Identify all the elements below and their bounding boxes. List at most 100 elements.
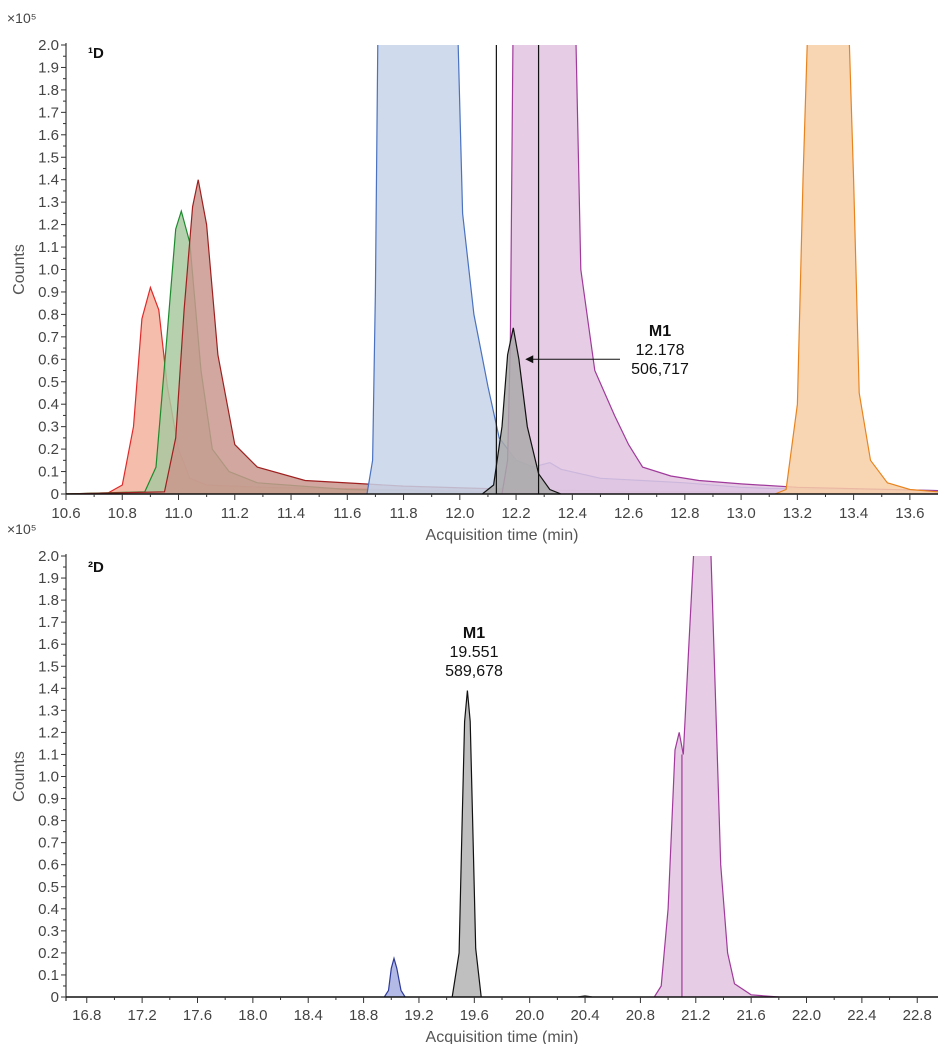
y-tick-label: 1.5 bbox=[38, 149, 59, 166]
x-axis-label: Acquisition time (min) bbox=[426, 1029, 579, 1044]
x-tick-label: 19.2 bbox=[404, 1007, 433, 1024]
x-tick-label: 22.0 bbox=[792, 1007, 821, 1024]
x-tick-label: 22.4 bbox=[847, 1007, 876, 1024]
x-tick-label: 21.2 bbox=[681, 1007, 710, 1024]
x-tick-label: 12.6 bbox=[614, 505, 643, 522]
series-3-area bbox=[654, 556, 779, 997]
annotation-name: M1 bbox=[463, 625, 485, 642]
y-tick-label: 1.7 bbox=[38, 104, 59, 121]
x-tick-label: 17.2 bbox=[128, 1007, 157, 1024]
y-tick-label: 0.3 bbox=[38, 419, 59, 436]
y-tick-label: 0.4 bbox=[38, 901, 59, 918]
x-tick-label: 20.8 bbox=[626, 1007, 655, 1024]
series-5-line bbox=[501, 45, 938, 494]
x-tick-label: 13.4 bbox=[839, 505, 868, 522]
y-tick-label: 1.5 bbox=[38, 658, 59, 675]
x-tick-label: 18.0 bbox=[238, 1007, 267, 1024]
y-tick-label: 0.1 bbox=[38, 967, 59, 984]
y-tick-label: 1.3 bbox=[38, 702, 59, 719]
x-tick-label: 19.6 bbox=[460, 1007, 489, 1024]
plot-area bbox=[66, 45, 938, 494]
series-3-line bbox=[653, 556, 779, 997]
x-tick-label: 17.6 bbox=[183, 1007, 212, 1024]
panel-label: ²D bbox=[88, 559, 104, 576]
series-2-line bbox=[451, 690, 482, 997]
y-tick-label: 0.4 bbox=[38, 396, 59, 413]
x-tick-label: 21.6 bbox=[737, 1007, 766, 1024]
y-tick-label: 1.2 bbox=[38, 217, 59, 234]
y-tick-label: 1.8 bbox=[38, 82, 59, 99]
series-6-line bbox=[774, 45, 938, 494]
series-6-area bbox=[774, 45, 938, 494]
y-tick-label: 0.8 bbox=[38, 813, 59, 830]
x-tick-label: 11.2 bbox=[221, 505, 249, 522]
x-tick-label: 18.8 bbox=[349, 1007, 378, 1024]
y-tick-label: 0.7 bbox=[38, 329, 59, 346]
x-tick-label: 11.6 bbox=[333, 505, 361, 522]
y-tick-label: 0.5 bbox=[38, 374, 59, 391]
y-tick-label: 1.2 bbox=[38, 724, 59, 741]
annotation-arrow-head bbox=[525, 355, 534, 364]
chart-panel-2: 0 0.1 0.2 0.3 0.4 0.5 0.6 0.7 0.8 0.9 1.0 1.1 1.2 1.3… bbox=[7, 521, 938, 1046]
y-multiplier-label: ×10⁵ bbox=[7, 10, 37, 26]
y-tick-label: 1.9 bbox=[38, 570, 59, 587]
x-tick-label: 10.6 bbox=[51, 505, 80, 522]
y-axis-label: Counts bbox=[11, 244, 28, 295]
x-tick-label: 22.8 bbox=[903, 1007, 932, 1024]
series-1-line bbox=[383, 956, 406, 997]
series-4-area bbox=[367, 45, 938, 494]
y-tick-label: 0.7 bbox=[38, 835, 59, 852]
x-tick-label: 16.8 bbox=[72, 1007, 101, 1024]
series-5-area bbox=[502, 45, 938, 494]
x-tick-label: 11.0 bbox=[164, 505, 192, 522]
x-tick-label: 12.2 bbox=[501, 505, 530, 522]
x-tick-label: 13.6 bbox=[895, 505, 924, 522]
panel-label: ¹D bbox=[88, 45, 104, 62]
y-tick-label: 1.7 bbox=[38, 614, 59, 631]
x-tick-label: 10.8 bbox=[108, 505, 137, 522]
y-tick-label: 0.9 bbox=[38, 791, 59, 808]
y-tick-label: 0.2 bbox=[38, 945, 59, 962]
y-tick-label: 0.2 bbox=[38, 441, 59, 458]
y-tick-label: 1.0 bbox=[38, 769, 59, 786]
x-tick-label: 11.4 bbox=[277, 505, 305, 522]
x-tick-label: 11.8 bbox=[390, 505, 418, 522]
annotation-rt: 19.551 bbox=[450, 644, 499, 661]
y-tick-label: 0.8 bbox=[38, 306, 59, 323]
y-tick-label: 1.9 bbox=[38, 59, 59, 76]
y-tick-label: 1.8 bbox=[38, 592, 59, 609]
x-tick-label: 13.2 bbox=[783, 505, 812, 522]
y-tick-label: 2.0 bbox=[38, 548, 59, 565]
annotation-rt: 12.178 bbox=[636, 342, 685, 359]
x-tick-label: 20.0 bbox=[515, 1007, 544, 1024]
y-tick-label: 1.1 bbox=[38, 746, 59, 763]
y-tick-label: 1.4 bbox=[38, 172, 59, 189]
series-2-area bbox=[452, 690, 482, 997]
y-multiplier-label: ×10⁵ bbox=[7, 521, 37, 537]
x-tick-label: 13.0 bbox=[726, 505, 755, 522]
x-tick-label: 12.8 bbox=[670, 505, 699, 522]
annotation-area: 589,678 bbox=[445, 663, 503, 680]
y-tick-label: 1.6 bbox=[38, 636, 59, 653]
annotation-name: M1 bbox=[649, 323, 671, 340]
y-tick-label: 0.9 bbox=[38, 284, 59, 301]
y-tick-label: 1.3 bbox=[38, 194, 59, 211]
y-tick-label: 0.6 bbox=[38, 857, 59, 874]
plot-area bbox=[383, 556, 779, 997]
y-tick-label: 1.4 bbox=[38, 680, 59, 697]
y-tick-label: 0.1 bbox=[38, 464, 59, 481]
x-tick-label: 12.0 bbox=[445, 505, 474, 522]
x-tick-label: 20.4 bbox=[570, 1007, 599, 1024]
y-tick-label: 1.0 bbox=[38, 262, 59, 279]
annotation-area: 506,717 bbox=[631, 361, 689, 378]
x-tick-label: 18.4 bbox=[294, 1007, 323, 1024]
y-tick-label: 1.6 bbox=[38, 127, 59, 144]
y-tick-label: 2.0 bbox=[38, 37, 59, 54]
y-tick-label: 0.3 bbox=[38, 923, 59, 940]
series-7-area bbox=[482, 327, 562, 494]
series-7-line bbox=[481, 327, 562, 494]
y-tick-label: 1.1 bbox=[38, 239, 59, 256]
y-tick-label: 0 bbox=[51, 989, 59, 1006]
